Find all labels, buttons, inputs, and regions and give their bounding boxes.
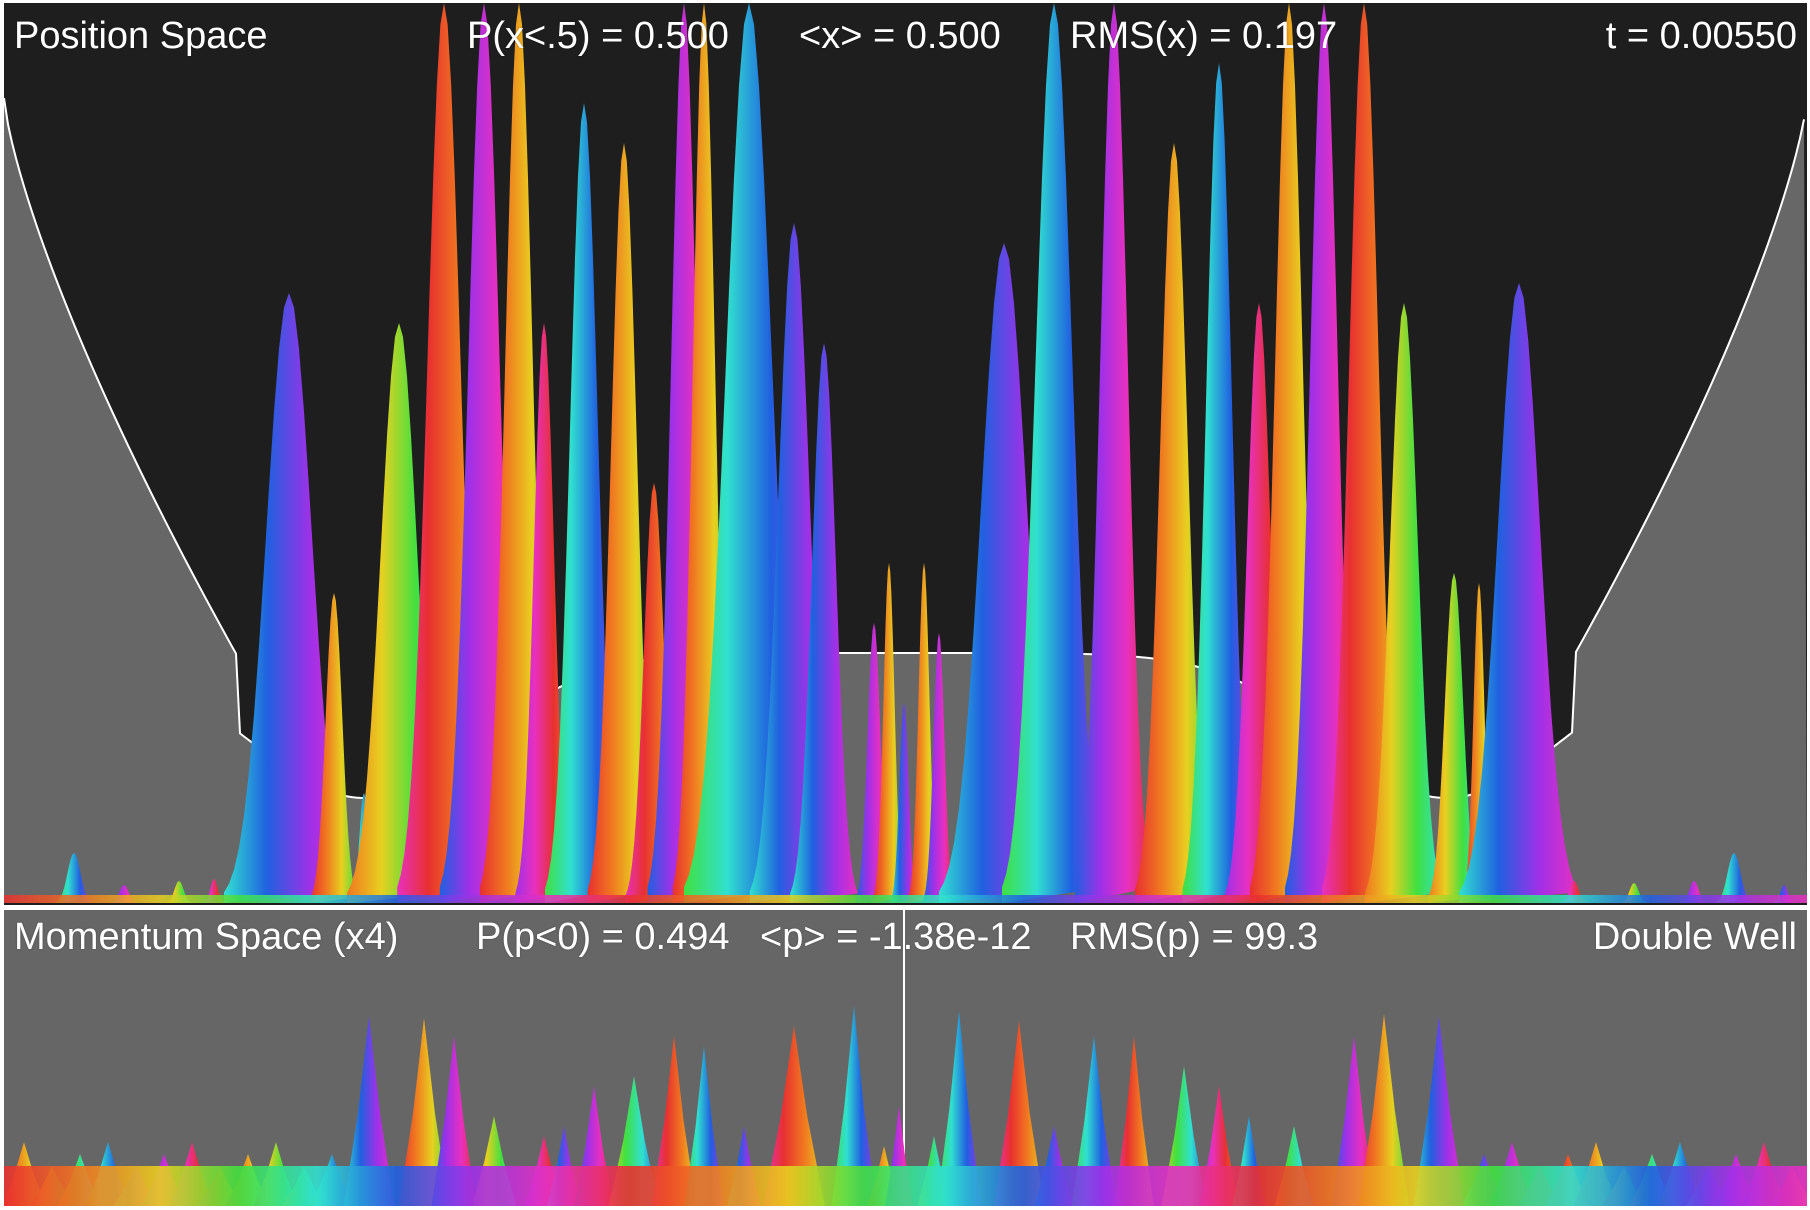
momentum-space-title: Momentum Space (x4): [14, 918, 398, 956]
momentum-space-panel[interactable]: Momentum Space (x4) P(p<0) = 0.494 <p> =…: [4, 910, 1807, 1206]
momentum-probability-negative: P(p<0) = 0.494: [476, 918, 730, 956]
position-probability-left: P(x<.5) = 0.500: [467, 17, 729, 55]
position-baseline: [4, 895, 1807, 903]
momentum-expectation-value: <p> = -1.38e-12: [760, 918, 1032, 956]
position-expectation-value: <x> = 0.500: [799, 17, 1001, 55]
position-wavefunction-plot[interactable]: [4, 3, 1807, 905]
position-rms-value: RMS(x) = 0.197: [1070, 17, 1337, 55]
momentum-baseline: [4, 1166, 1807, 1206]
position-space-title: Position Space: [14, 17, 268, 55]
momentum-rms-value: RMS(p) = 99.3: [1070, 918, 1318, 956]
position-space-panel[interactable]: Position Space P(x<.5) = 0.500 <x> = 0.5…: [4, 3, 1807, 905]
potential-mode-label: Double Well: [1593, 918, 1797, 956]
simulation-time: t = 0.00550: [1606, 17, 1797, 55]
